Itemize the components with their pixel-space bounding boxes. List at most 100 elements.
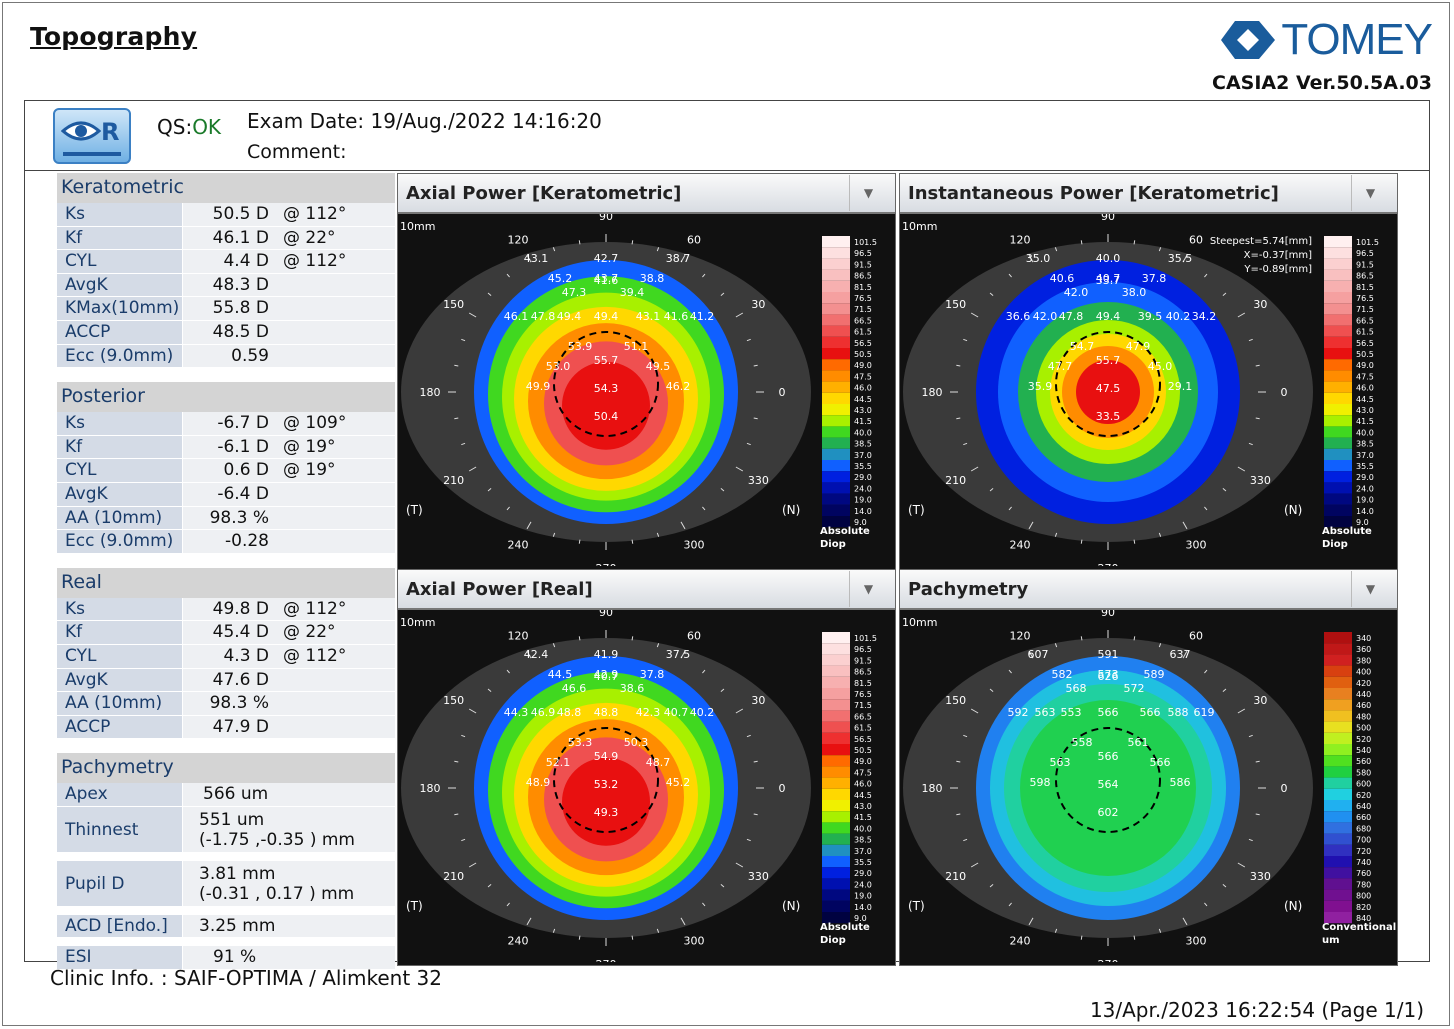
angle-tick [970, 312, 979, 318]
color-scale-swatch [1324, 833, 1352, 845]
table-row: AA (10mm) 98.3 % [57, 692, 395, 716]
row-axis [279, 346, 283, 368]
row-label: Ecc (9.0mm) [57, 530, 183, 553]
color-scale-swatch [822, 878, 850, 890]
color-scale-label: 37.0 [854, 847, 872, 856]
color-scale-label: 61.5 [854, 328, 872, 337]
color-scale-label: 460 [1356, 701, 1371, 710]
angle-label: 300 [1186, 934, 1207, 947]
color-scale-label: 56.5 [1356, 339, 1374, 348]
row-label: ACD [Endo.] [57, 914, 183, 938]
angle-tick [956, 760, 961, 763]
right-eye-badge: R [53, 108, 131, 164]
angle-tick [1054, 532, 1058, 537]
map-value-label: 51.1 [624, 340, 649, 353]
scale-mm-label: 10mm [400, 616, 435, 629]
color-scale-swatch [822, 236, 850, 248]
angle-tick [1237, 862, 1246, 868]
map-value-label: 48.8 [557, 706, 582, 719]
temporal-label: (T) [908, 899, 925, 913]
angle-label: 0 [779, 782, 786, 795]
map-value-label: 45.2 [548, 272, 573, 285]
map-value-label: 55.7 [594, 354, 619, 367]
map-dropdown-button[interactable]: ▼ [1351, 175, 1389, 211]
tomey-logo-icon [1221, 21, 1276, 59]
map-value-label: 42.3 [636, 706, 661, 719]
color-scale-label: 480 [1356, 712, 1371, 721]
map-value-label: 41.6 [664, 310, 689, 323]
map-value-label: 598 [1030, 776, 1051, 789]
color-scale-label: 29.0 [1356, 473, 1374, 482]
keratometric-section: Keratometric Ks 50.5 D @ 112° Kf 46.1 D @ 22°… [57, 173, 395, 369]
map-value-label: 49.4 [557, 310, 582, 323]
angle-label: 120 [508, 234, 529, 247]
angle-label: 30 [1253, 298, 1267, 311]
angle-tick [956, 417, 961, 420]
map-color-zone [562, 361, 650, 450]
angle-tick [720, 884, 725, 888]
map-value-label: 55.7 [1096, 354, 1121, 367]
angle-tick [1080, 636, 1083, 641]
row-value: 566 um [203, 784, 269, 805]
map-value-label: 53.0 [546, 360, 571, 373]
map-value-label: 573 [1098, 668, 1119, 681]
color-scale-swatch [822, 303, 850, 315]
color-scale-label: 49.0 [854, 361, 872, 370]
color-scale-swatch [822, 493, 850, 505]
map-value-label: 558 [1072, 736, 1093, 749]
color-scale-label: 380 [1356, 656, 1371, 665]
color-scale-swatch [1324, 448, 1352, 460]
color-scale-label: 76.5 [854, 690, 872, 699]
map-dropdown-button[interactable]: ▼ [849, 571, 887, 607]
temporal-label: (T) [406, 503, 423, 517]
map-value-label: 41.6 [594, 274, 619, 287]
color-scale-label: 101.5 [854, 238, 877, 247]
angle-tick [506, 506, 510, 511]
color-scale-label: 43.0 [854, 406, 872, 415]
angle-tick [1204, 902, 1208, 907]
map-value-label: 48.9 [526, 776, 551, 789]
color-scale-swatch [1324, 856, 1352, 868]
map-value-label: 34.2 [1192, 310, 1217, 323]
angle-tick [487, 292, 492, 296]
row-label: Apex [57, 783, 183, 806]
angle-tick [1080, 240, 1083, 245]
map-value-label: 54.3 [594, 382, 619, 395]
angle-tick [1222, 292, 1227, 296]
angle-tick [461, 442, 466, 446]
map-value-label: 38.8 [640, 272, 665, 285]
table-row: AvgK 47.6 D [57, 668, 395, 693]
color-scale-label: 580 [1356, 768, 1371, 777]
pupil-outline [553, 331, 659, 437]
row-label: Kf [57, 621, 183, 644]
map-value-label: 44.5 [548, 668, 573, 681]
map-value-label: 566 [1150, 756, 1171, 769]
page-title: Topography [30, 22, 198, 51]
map-value-label: 40.7 [594, 670, 619, 683]
angle-tick [970, 862, 979, 868]
color-scale-label: 41.5 [854, 417, 872, 426]
map-value-label: 50.4 [594, 410, 619, 423]
color-scale-swatch [1324, 381, 1352, 393]
angle-label: 240 [508, 934, 529, 947]
color-scale-label: 440 [1356, 690, 1371, 699]
angle-label: 120 [508, 630, 529, 643]
map-value-label: 586 [1170, 776, 1191, 789]
pupil-outline [553, 727, 659, 833]
angle-label: 240 [1010, 934, 1031, 947]
angle-tick [578, 636, 581, 641]
map-value-label: 607 [1028, 648, 1049, 661]
map-value-label: 37.5 [666, 648, 691, 661]
map-dropdown-button[interactable]: ▼ [1351, 571, 1389, 607]
scale-caption: Absolute [1322, 526, 1372, 537]
steepest-info: Y=-0.89[mm] [1243, 264, 1312, 275]
row-axis [279, 531, 283, 553]
color-scale-label: 800 [1356, 892, 1371, 901]
color-scale-label: 660 [1356, 813, 1371, 822]
angle-tick [1008, 273, 1012, 278]
angle-tick [720, 688, 725, 692]
color-scale-label: 81.5 [854, 283, 872, 292]
map-value-label: 49.5 [646, 360, 671, 373]
map-dropdown-button[interactable]: ▼ [849, 175, 887, 211]
color-scale-swatch [822, 348, 850, 360]
